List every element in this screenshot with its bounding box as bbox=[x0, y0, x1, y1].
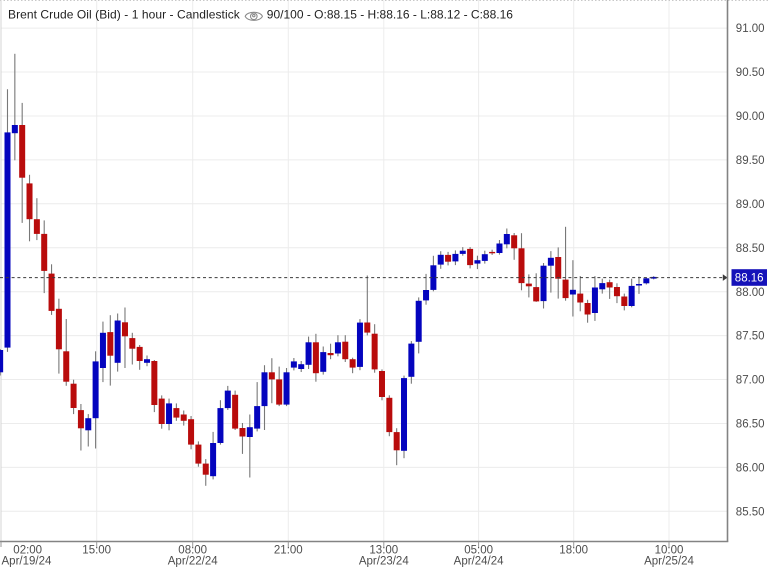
svg-text:90/100 - O:88.15 - H:88.16 - L: 90/100 - O:88.15 - H:88.16 - L:88.12 - C… bbox=[267, 8, 513, 22]
svg-text:88.00: 88.00 bbox=[736, 287, 765, 299]
svg-text:Apr/24/24: Apr/24/24 bbox=[454, 556, 504, 568]
svg-text:18:00: 18:00 bbox=[559, 545, 588, 557]
svg-text:88.16: 88.16 bbox=[735, 273, 764, 285]
svg-text:10:00: 10:00 bbox=[655, 545, 684, 557]
svg-text:Apr/22/24: Apr/22/24 bbox=[168, 556, 218, 568]
svg-text:15:00: 15:00 bbox=[82, 545, 111, 557]
svg-text:86.00: 86.00 bbox=[736, 463, 765, 475]
svg-text:87.50: 87.50 bbox=[736, 331, 765, 343]
svg-text:13:00: 13:00 bbox=[369, 545, 398, 557]
svg-text:Brent Crude Oil (Bid) - 1 hour: Brent Crude Oil (Bid) - 1 hour - Candles… bbox=[8, 8, 241, 22]
svg-text:89.50: 89.50 bbox=[736, 155, 765, 167]
svg-text:08:00: 08:00 bbox=[178, 545, 207, 557]
svg-text:02:00: 02:00 bbox=[13, 545, 42, 557]
svg-text:90.00: 90.00 bbox=[736, 111, 765, 123]
svg-text:Apr/23/24: Apr/23/24 bbox=[359, 556, 409, 568]
svg-text:91.00: 91.00 bbox=[736, 23, 765, 35]
svg-text:87.00: 87.00 bbox=[736, 375, 765, 387]
svg-text:85.50: 85.50 bbox=[736, 506, 765, 518]
svg-text:86.50: 86.50 bbox=[736, 419, 765, 431]
svg-text:05:00: 05:00 bbox=[464, 545, 493, 557]
svg-text:90.50: 90.50 bbox=[736, 67, 765, 79]
svg-text:21:00: 21:00 bbox=[274, 545, 303, 557]
svg-text:89.00: 89.00 bbox=[736, 199, 765, 211]
svg-text:Apr/25/24: Apr/25/24 bbox=[644, 556, 694, 568]
svg-text:Apr/19/24: Apr/19/24 bbox=[2, 556, 52, 568]
svg-text:88.50: 88.50 bbox=[736, 243, 765, 255]
